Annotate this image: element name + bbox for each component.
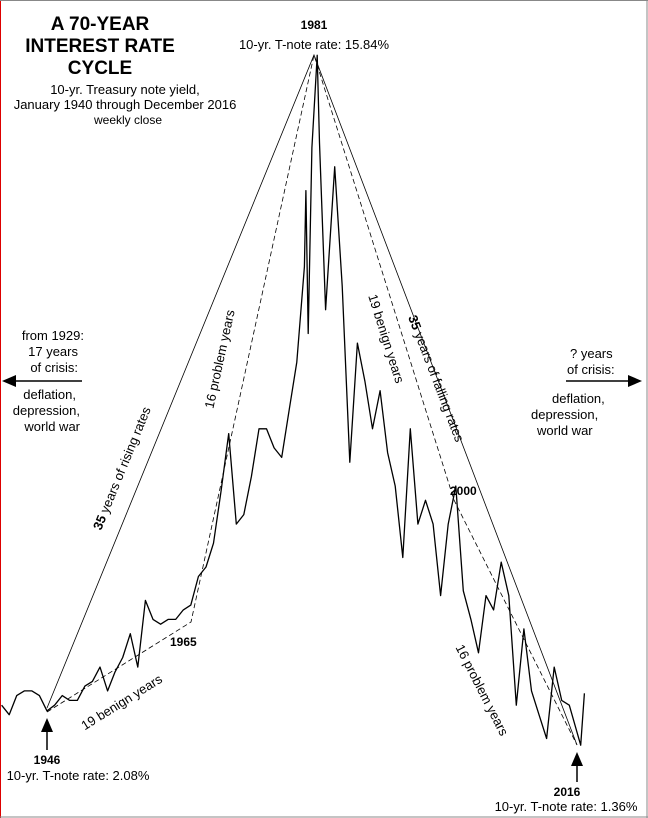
annotation: deflation, bbox=[552, 391, 605, 406]
annotation-num: 35 bbox=[405, 313, 424, 332]
arrow-head bbox=[571, 752, 583, 766]
annotation-num: 35 bbox=[90, 513, 109, 532]
arrow-head bbox=[41, 718, 53, 732]
left-crisis: from 1929: 17 years of crisis: deflation… bbox=[13, 328, 84, 434]
dashed-line bbox=[46, 53, 578, 746]
annotation: depression, bbox=[531, 407, 598, 422]
title: CYCLE bbox=[68, 58, 132, 79]
annotation: ? years bbox=[570, 346, 613, 361]
annotation: 2016 bbox=[554, 785, 581, 799]
annotation: 1981 bbox=[301, 18, 328, 32]
subtitle: weekly close bbox=[93, 113, 162, 127]
annotation: 17 years bbox=[28, 344, 78, 359]
annotation: 10-yr. T-note rate: 15.84% bbox=[239, 37, 390, 52]
subtitle: January 1940 through December 2016 bbox=[14, 97, 237, 112]
annotation: of crisis: bbox=[30, 360, 78, 375]
start-marker: 1946 10-yr. T-note rate: 2.08% bbox=[7, 718, 150, 783]
arrow-head bbox=[628, 375, 642, 387]
annotation: 1965 bbox=[170, 635, 197, 649]
annotation: depression, bbox=[13, 403, 80, 418]
right-arrow bbox=[566, 375, 642, 387]
annotation: of crisis: bbox=[567, 362, 615, 377]
yield-line bbox=[1, 54, 586, 746]
title: INTEREST RATE bbox=[25, 36, 175, 57]
subtitle: 10-yr. Treasury note yield, bbox=[50, 82, 200, 97]
left-arrow bbox=[2, 375, 82, 387]
title: A 70-YEAR bbox=[51, 14, 150, 35]
right-crisis: ? years of crisis: deflation, depression… bbox=[531, 346, 615, 438]
annotation: from 1929: bbox=[22, 328, 84, 343]
annotation: deflation, bbox=[23, 387, 76, 402]
title-block: A 70-YEAR INTEREST RATE CYCLE 10-yr. Tre… bbox=[14, 14, 237, 127]
trend-lines bbox=[46, 53, 578, 746]
cycle-line bbox=[46, 53, 578, 746]
annotation: 10-yr. T-note rate: 1.36% bbox=[495, 799, 638, 814]
annotation: 10-yr. T-note rate: 2.08% bbox=[7, 768, 150, 783]
arrow-head bbox=[2, 375, 16, 387]
end-marker: 2016 10-yr. T-note rate: 1.36% bbox=[495, 752, 638, 814]
annotation: world war bbox=[536, 423, 593, 438]
annotation: 1946 bbox=[34, 753, 61, 767]
annotation: world war bbox=[23, 419, 80, 434]
